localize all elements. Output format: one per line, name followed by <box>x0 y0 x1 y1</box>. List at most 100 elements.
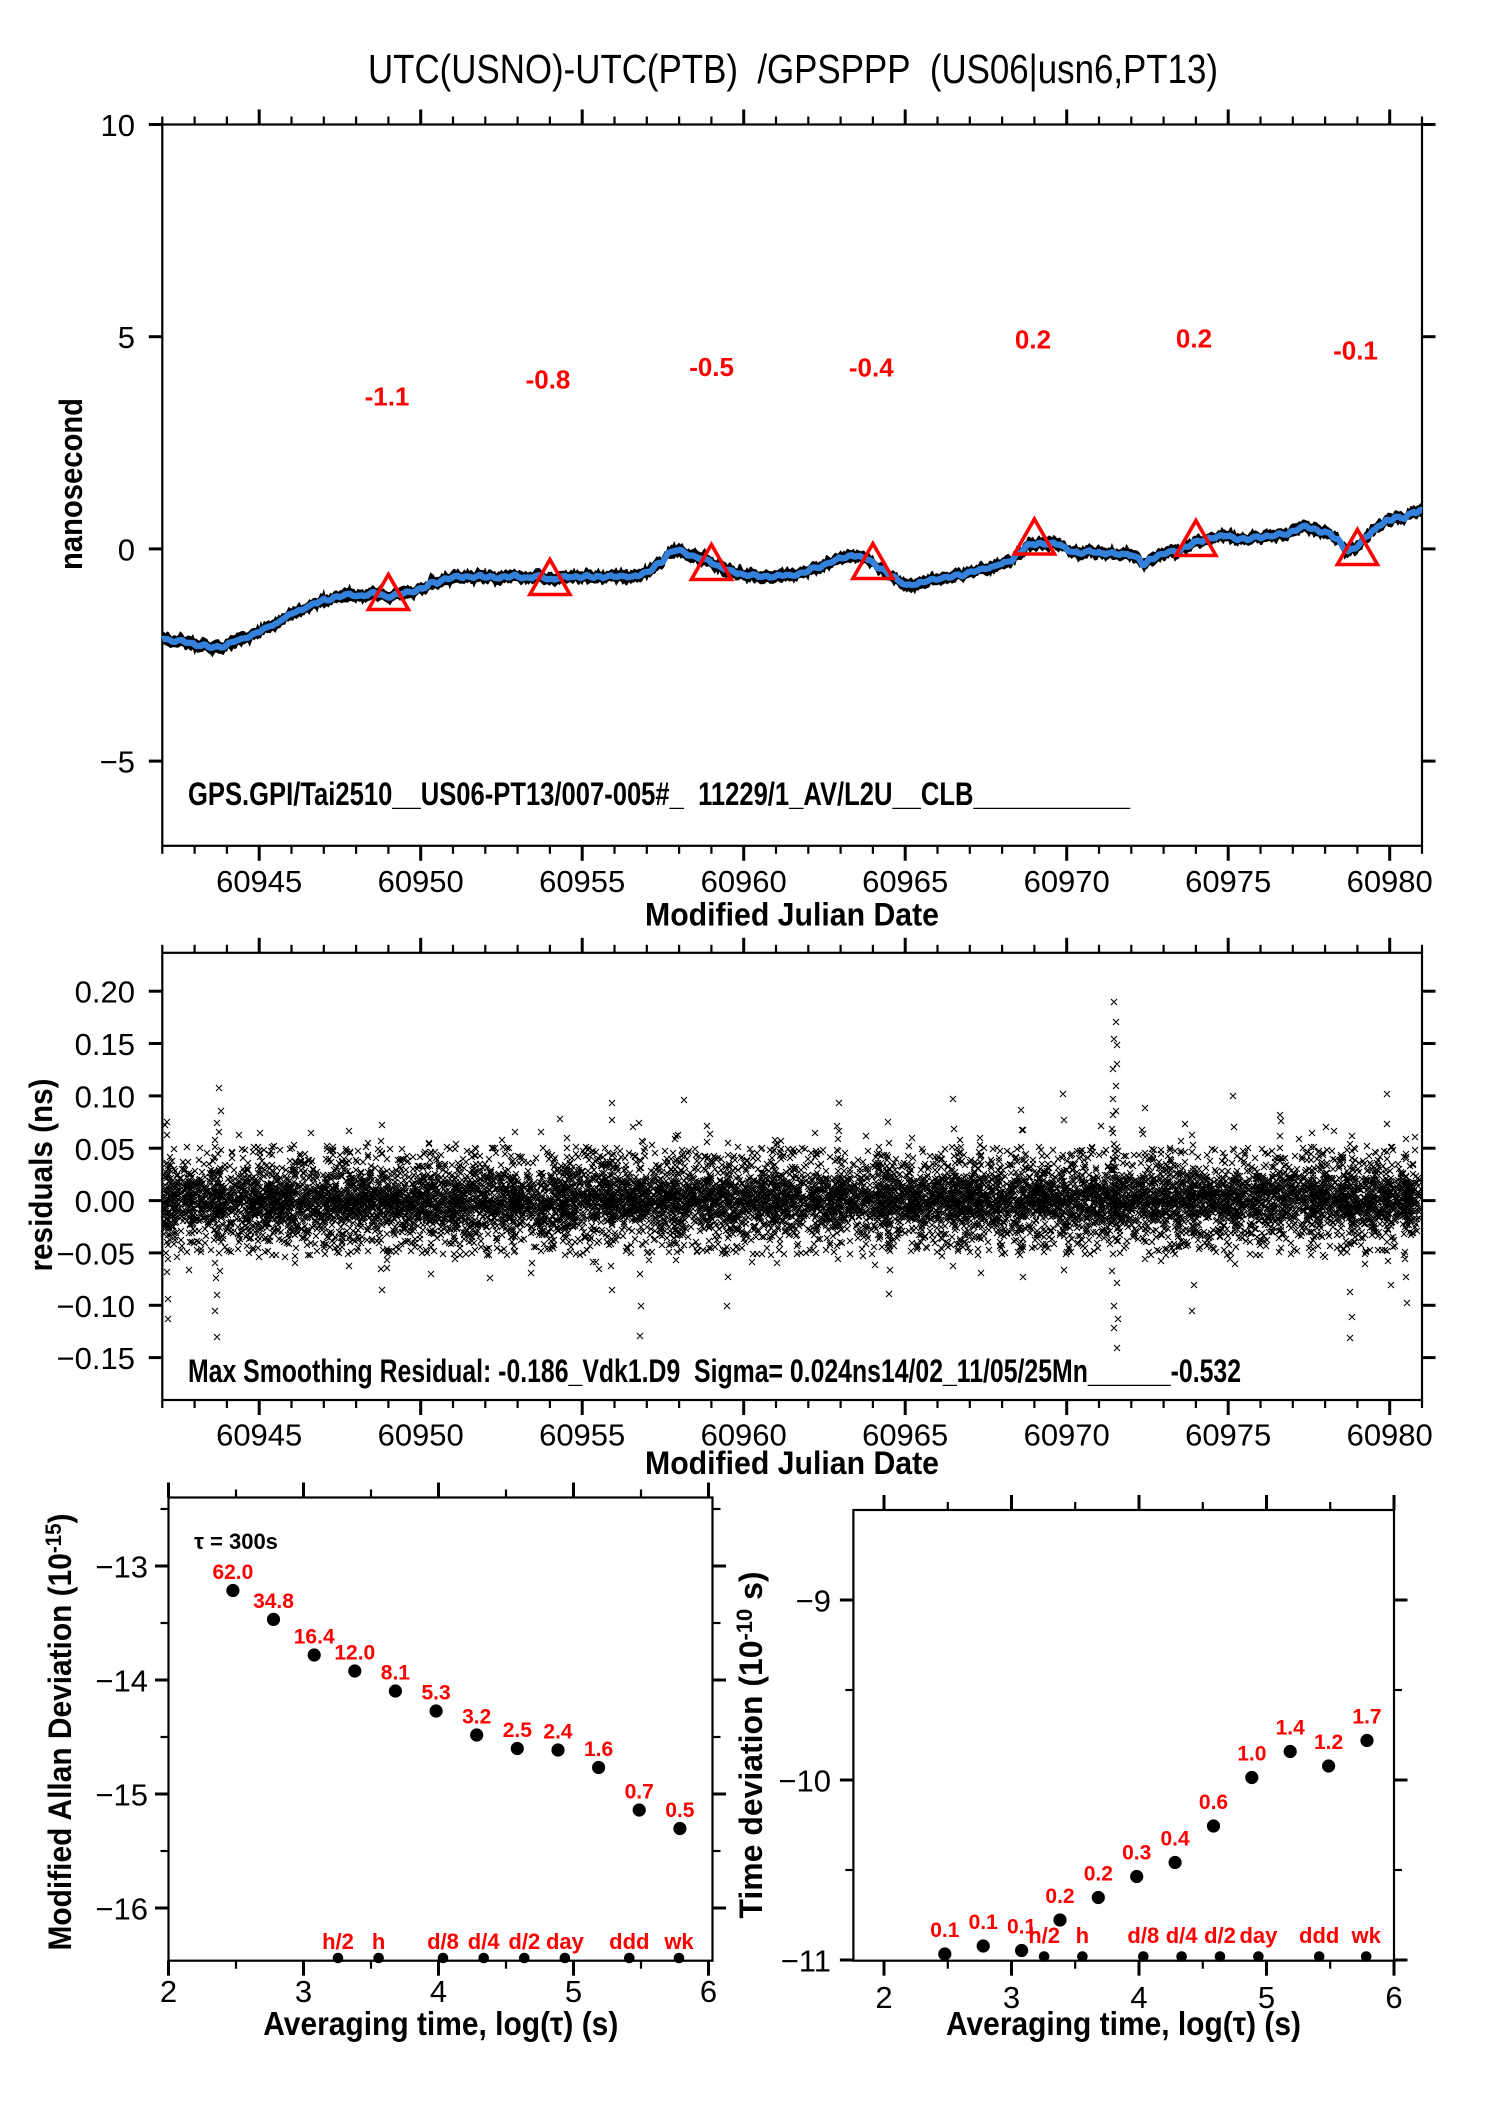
svg-text:62.0: 62.0 <box>212 1561 253 1584</box>
svg-text:wk: wk <box>1351 1923 1382 1948</box>
svg-text:60965: 60965 <box>862 864 948 899</box>
svg-text:0.20: 0.20 <box>75 975 135 1010</box>
svg-text:−15: −15 <box>95 1778 148 1813</box>
svg-text:ddd: ddd <box>1299 1923 1339 1948</box>
svg-text:Modified Allan Deviation (10-1: Modified Allan Deviation (10-15) <box>41 1514 78 1951</box>
svg-text:60975: 60975 <box>1185 864 1271 899</box>
svg-text:−5: −5 <box>100 745 135 780</box>
svg-text:60945: 60945 <box>216 1418 302 1453</box>
svg-text:60955: 60955 <box>539 1418 625 1453</box>
svg-text:60965: 60965 <box>862 1418 948 1453</box>
svg-text:τ = 300s: τ = 300s <box>194 1529 278 1554</box>
svg-text:5: 5 <box>118 320 135 355</box>
svg-text:-0.4: -0.4 <box>849 353 894 383</box>
svg-text:3: 3 <box>295 1974 312 2009</box>
svg-text:0: 0 <box>118 532 135 567</box>
svg-text:10: 10 <box>101 108 135 143</box>
svg-text:2.4: 2.4 <box>543 1721 573 1744</box>
svg-text:d/8: d/8 <box>427 1929 459 1954</box>
svg-text:−11: −11 <box>781 1944 831 1979</box>
svg-text:34.8: 34.8 <box>253 1590 294 1613</box>
svg-text:wk: wk <box>663 1929 694 1954</box>
svg-text:−9: −9 <box>796 1584 831 1619</box>
svg-text:d/8: d/8 <box>1127 1923 1159 1948</box>
svg-text:3.2: 3.2 <box>462 1706 491 1729</box>
svg-text:0.1: 0.1 <box>969 1911 999 1934</box>
svg-text:h: h <box>372 1929 385 1954</box>
svg-text:60980: 60980 <box>1347 864 1433 899</box>
svg-text:-0.1: -0.1 <box>1333 336 1378 366</box>
svg-text:0.1: 0.1 <box>930 1919 960 1942</box>
svg-text:0.15: 0.15 <box>75 1027 135 1062</box>
svg-text:3: 3 <box>1003 1980 1020 2015</box>
svg-text:1.2: 1.2 <box>1314 1731 1343 1754</box>
svg-text:60980: 60980 <box>1347 1418 1433 1453</box>
svg-text:Averaging time, log(τ) (s): Averaging time, log(τ) (s) <box>946 2005 1301 2042</box>
svg-text:−0.15: −0.15 <box>57 1341 135 1376</box>
svg-text:12.0: 12.0 <box>334 1642 375 1665</box>
svg-text:0.7: 0.7 <box>625 1781 654 1804</box>
svg-text:−14: −14 <box>95 1664 148 1699</box>
svg-text:0.3: 0.3 <box>1122 1842 1151 1865</box>
svg-text:0.6: 0.6 <box>1199 1791 1228 1814</box>
svg-text:d/4: d/4 <box>1166 1923 1199 1948</box>
svg-text:0.2: 0.2 <box>1015 325 1051 355</box>
svg-text:2: 2 <box>160 1974 177 2009</box>
svg-text:4: 4 <box>430 1974 447 2009</box>
svg-text:60975: 60975 <box>1185 1418 1271 1453</box>
svg-text:60945: 60945 <box>216 864 302 899</box>
svg-text:5.3: 5.3 <box>421 1682 450 1705</box>
svg-text:-0.5: -0.5 <box>689 352 734 382</box>
svg-text:0.10: 0.10 <box>75 1079 135 1114</box>
svg-text:2: 2 <box>875 1980 892 2015</box>
svg-text:1.6: 1.6 <box>584 1738 613 1761</box>
svg-text:0.2: 0.2 <box>1045 1885 1074 1908</box>
svg-text:1.0: 1.0 <box>1237 1743 1266 1766</box>
svg-text:60955: 60955 <box>539 864 625 899</box>
svg-text:0.05: 0.05 <box>75 1132 135 1167</box>
svg-text:day: day <box>1239 1923 1278 1948</box>
svg-text:Modified Julian Date: Modified Julian Date <box>645 897 939 933</box>
svg-text:GPS.GPI/Tai2510__US06-PT13/007: GPS.GPI/Tai2510__US06-PT13/007-005#_ 112… <box>188 776 1131 812</box>
svg-text:Max Smoothing Residual: -0.186: Max Smoothing Residual: -0.186_Vdk1.D9 S… <box>188 1353 1241 1389</box>
svg-text:-1.1: -1.1 <box>365 382 410 412</box>
svg-text:60960: 60960 <box>701 864 787 899</box>
svg-text:0.4: 0.4 <box>1160 1828 1190 1851</box>
svg-text:0.2: 0.2 <box>1084 1863 1113 1886</box>
svg-text:d/2: d/2 <box>508 1929 540 1954</box>
svg-text:d/4: d/4 <box>468 1929 501 1954</box>
svg-text:−16: −16 <box>95 1892 148 1927</box>
svg-text:−10: −10 <box>778 1764 831 1799</box>
svg-text:60970: 60970 <box>1024 864 1110 899</box>
svg-text:h/2: h/2 <box>322 1929 354 1954</box>
svg-text:−13: −13 <box>95 1550 148 1585</box>
svg-text:UTC(USNO)-UTC(PTB) /GPSPPP (: UTC(USNO)-UTC(PTB) /GPSPPP (US06|usn6,PT… <box>368 46 1218 92</box>
svg-text:−0.05: −0.05 <box>57 1236 135 1271</box>
svg-text:ddd: ddd <box>609 1929 649 1954</box>
svg-text:0.1: 0.1 <box>1007 1916 1037 1939</box>
svg-text:day: day <box>546 1929 585 1954</box>
svg-text:h/2: h/2 <box>1028 1923 1060 1948</box>
svg-text:Modified Julian Date: Modified Julian Date <box>645 1445 939 1481</box>
svg-text:5: 5 <box>565 1974 582 2009</box>
svg-text:6: 6 <box>700 1974 717 2009</box>
svg-text:60950: 60950 <box>378 864 464 899</box>
svg-text:Averaging time, log(τ) (s): Averaging time, log(τ) (s) <box>263 2005 618 2042</box>
svg-text:h: h <box>1076 1923 1089 1948</box>
svg-text:8.1: 8.1 <box>381 1662 411 1685</box>
svg-text:1.4: 1.4 <box>1276 1717 1306 1740</box>
svg-text:6: 6 <box>1385 1980 1402 2015</box>
svg-text:60970: 60970 <box>1024 1418 1110 1453</box>
svg-text:residuals (ns): residuals (ns) <box>23 1079 59 1272</box>
svg-text:60950: 60950 <box>378 1418 464 1453</box>
svg-text:2.5: 2.5 <box>503 1719 533 1742</box>
svg-text:d/2: d/2 <box>1204 1923 1236 1948</box>
svg-text:4: 4 <box>1130 1980 1147 2015</box>
svg-text:1.7: 1.7 <box>1352 1706 1381 1729</box>
svg-text:16.4: 16.4 <box>294 1626 335 1649</box>
svg-text:0.2: 0.2 <box>1176 324 1212 354</box>
svg-text:5: 5 <box>1258 1980 1275 2015</box>
svg-text:−0.10: −0.10 <box>57 1289 135 1324</box>
svg-text:0.00: 0.00 <box>75 1184 135 1219</box>
svg-text:-0.8: -0.8 <box>526 365 571 395</box>
